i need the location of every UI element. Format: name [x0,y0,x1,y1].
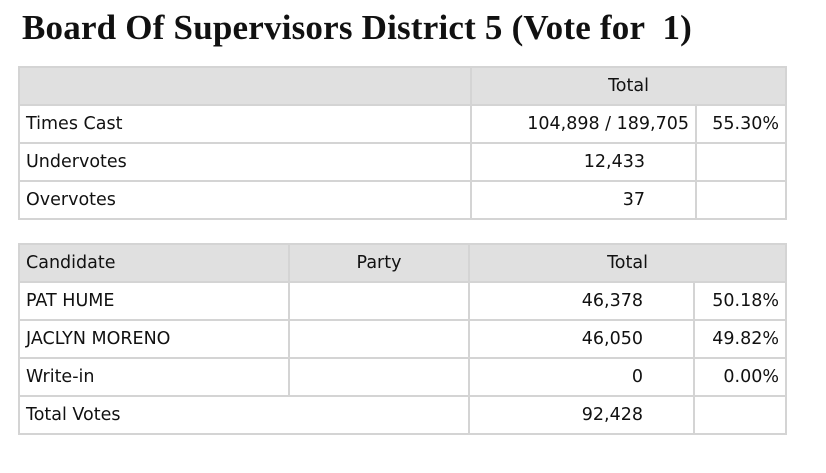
summary-table: Total Times Cast 104,898 / 189,705 55.30% U… [18,66,787,220]
candidate-percent: 0.00% [693,357,787,397]
header-total: Total [470,66,787,106]
summary-row: Times Cast 104,898 / 189,705 55.30% [18,104,787,144]
row-total: 37 [470,180,697,220]
results-table: Candidate Party Total PAT HUME 46,378 50.1… [18,243,787,435]
results-header: Candidate Party Total [18,243,787,283]
row-percent: 55.30% [695,104,787,144]
candidate-percent: 50.18% [693,281,787,321]
candidate-name: JACLYN MORENO [18,319,290,359]
row-total: 12,433 [470,142,697,182]
candidate-row: JACLYN MORENO 46,050 49.82% [18,319,787,359]
row-label: Undervotes [18,142,472,182]
candidate-party [288,357,470,397]
candidate-name: Write-in [18,357,290,397]
summary-row: Undervotes 12,433 [18,142,787,182]
header-blank [18,66,472,106]
candidate-name: PAT HUME [18,281,290,321]
summary-row: Overvotes 37 [18,180,787,220]
row-label: Times Cast [18,104,472,144]
candidate-party [288,319,470,359]
total-label: Total Votes [18,395,470,435]
candidate-votes: 46,050 [468,319,695,359]
row-percent [695,142,787,182]
candidate-votes: 46,378 [468,281,695,321]
candidate-votes: 0 [468,357,695,397]
row-total: 104,898 / 189,705 [470,104,697,144]
header-candidate: Candidate [18,243,290,283]
summary-header: Total [18,66,787,106]
header-total: Total [468,243,787,283]
candidate-percent: 49.82% [693,319,787,359]
candidate-row: PAT HUME 46,378 50.18% [18,281,787,321]
header-party: Party [288,243,470,283]
total-percent [693,395,787,435]
candidate-party [288,281,470,321]
contest-title: Board Of Supervisors District 5 (Vote fo… [22,8,693,47]
total-row: Total Votes 92,428 [18,395,787,435]
row-label: Overvotes [18,180,472,220]
row-percent [695,180,787,220]
candidate-row: Write-in 0 0.00% [18,357,787,397]
total-votes: 92,428 [468,395,695,435]
